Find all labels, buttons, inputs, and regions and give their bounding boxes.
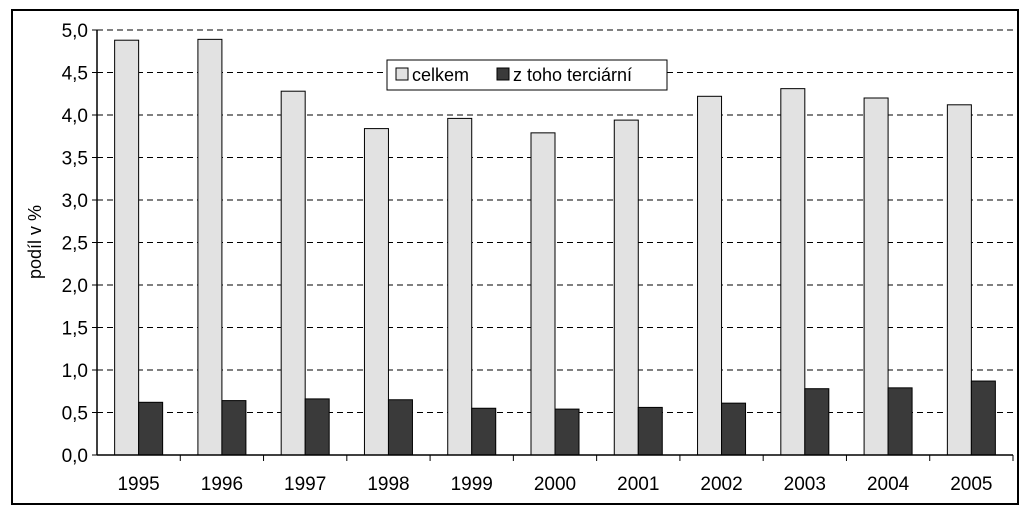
legend-box: [386, 59, 668, 91]
bar-celkem: [613, 119, 639, 456]
legend-label-terciarni: z toho terciární: [513, 65, 632, 85]
y-tick-label: 1,5: [62, 319, 88, 340]
y-tick-label: 2,5: [62, 234, 88, 255]
bar-celkem: [197, 38, 223, 456]
legend-label-celkem: celkem: [412, 65, 469, 85]
x-tick-label: 1999: [451, 474, 493, 495]
bar-terciarni: [387, 399, 413, 456]
chart-frame: [11, 9, 1019, 505]
bar-terciarni: [804, 388, 830, 456]
bar-celkem: [530, 132, 556, 456]
x-tick-label: 1995: [117, 474, 159, 495]
x-tick-label: 1998: [367, 474, 409, 495]
x-tick-label: 2005: [950, 474, 992, 495]
y-tick-label: 5,0: [62, 21, 88, 42]
bar-terciarni: [304, 398, 330, 456]
bar-terciarni: [637, 406, 663, 456]
y-ticks: 0,0 0,5 1,0 1,5 2,0 2,5 3,0 3,5 4,0 4,5 5,0: [62, 21, 97, 467]
bars: [114, 38, 996, 456]
bar-terciarni: [138, 401, 164, 456]
x-tick-label: 1997: [284, 474, 326, 495]
x-ticks: 1995 1996 1997 1998 1999 2000 2001 2002 2003 2004…: [117, 455, 1014, 495]
x-tick-label: 2001: [617, 474, 659, 495]
bar-celkem: [447, 117, 473, 456]
y-tick-label: 0,0: [62, 446, 88, 467]
x-tick-label: 1996: [201, 474, 243, 495]
x-tick-label: 2003: [784, 474, 826, 495]
bar-celkem: [863, 97, 889, 456]
legend: celkem z toho terciární: [386, 59, 668, 91]
y-tick-label: 0,5: [62, 404, 88, 425]
bar-celkem: [363, 128, 389, 456]
y-tick-label: 4,5: [62, 64, 88, 85]
bar-terciarni: [887, 387, 913, 456]
y-tick-label: 3,5: [62, 149, 88, 170]
bar-terciarni: [970, 380, 996, 456]
gridlines: [97, 29, 1013, 413]
x-tick-label: 2000: [534, 474, 576, 495]
bar-celkem: [780, 88, 806, 456]
bar-celkem: [114, 39, 140, 456]
bar-celkem: [946, 104, 972, 456]
legend-swatch-terciarni: [496, 67, 510, 81]
bar-terciarni: [554, 408, 580, 456]
bar-celkem: [697, 95, 723, 456]
bar-terciarni: [221, 400, 247, 456]
x-tick-label: 2002: [700, 474, 742, 495]
y-tick-label: 4,0: [62, 106, 88, 127]
x-tick-label: 2004: [867, 474, 910, 495]
y-tick-label: 3,0: [62, 191, 88, 212]
legend-swatch-celkem: [395, 67, 409, 81]
y-axis-title: podíl v %: [25, 205, 45, 279]
y-tick-label: 2,0: [62, 276, 88, 297]
y-tick-label: 1,0: [62, 361, 88, 382]
bar-celkem: [280, 90, 306, 456]
bar-terciarni: [471, 407, 497, 456]
bar-terciarni: [721, 402, 747, 456]
